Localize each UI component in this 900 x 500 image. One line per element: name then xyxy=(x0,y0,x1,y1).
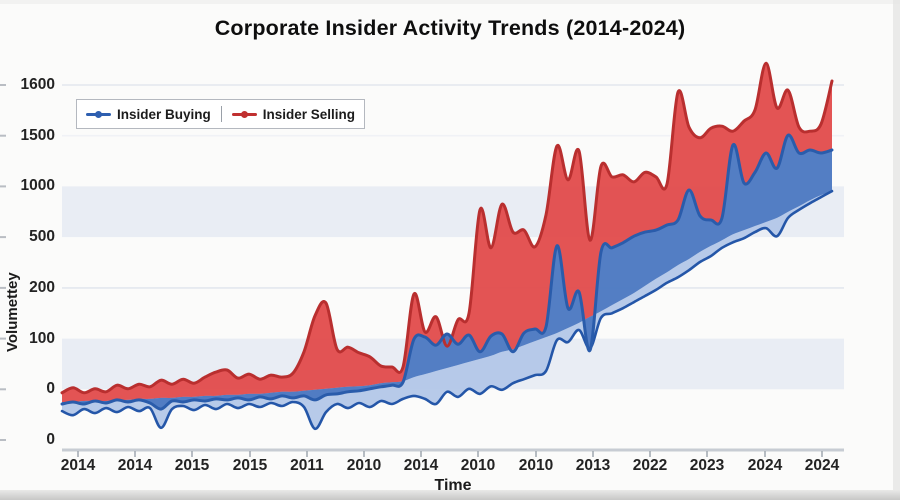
chart-title: Corporate Insider Activity Trends (2014-… xyxy=(214,16,686,40)
legend-item-insider-selling: Insider Selling xyxy=(231,106,356,122)
y-tick-label: 500 xyxy=(29,228,55,246)
photo-edge-top xyxy=(0,0,900,4)
y-tick-label: 1000 xyxy=(20,177,55,195)
legend-separator xyxy=(220,106,222,122)
y-tick-label: 1600 xyxy=(20,76,55,93)
buying-area-light xyxy=(62,191,832,429)
legend: Insider Buying Insider Selling xyxy=(76,99,366,129)
legend-item-insider-buying: Insider Buying xyxy=(86,107,211,122)
x-tick-label: 2014 xyxy=(403,457,439,474)
y-tick-label: 0 xyxy=(46,380,55,398)
x-tick-label: 2011 xyxy=(290,457,324,474)
legend-marker-icon xyxy=(231,110,257,118)
x-tick-label: 2015 xyxy=(174,457,210,474)
x-tick-label: 2014 xyxy=(60,457,96,474)
x-tick-label: 2010 xyxy=(460,457,496,474)
legend-marker-icon xyxy=(86,110,111,118)
legend-label: Insider Selling xyxy=(262,106,356,122)
y-tick-label: 1500 xyxy=(20,126,55,144)
y-tick-label: 0 xyxy=(46,430,55,448)
buying-area xyxy=(62,135,832,410)
photo-edge-bottom xyxy=(0,490,900,500)
selling-series-line xyxy=(60,61,834,395)
x-tick-label: 2014 xyxy=(117,457,153,474)
buying-lower-series-line xyxy=(60,189,834,431)
y-tick-label: 200 xyxy=(29,278,55,296)
x-tick-label: 2024 xyxy=(747,457,783,474)
x-tick-label: 2022 xyxy=(632,457,668,474)
x-axis-title: Time xyxy=(434,477,472,494)
x-tick-label: 2010 xyxy=(346,457,382,474)
x-tick-label: 2015 xyxy=(232,457,268,474)
buying-series-line xyxy=(60,133,834,411)
x-tick-label: 2010 xyxy=(518,457,554,474)
x-tick-label: 2013 xyxy=(575,457,611,474)
photo-edge-right xyxy=(893,0,900,500)
legend-label: Insider Buying xyxy=(117,106,211,122)
y-tick-label: 100 xyxy=(29,329,55,347)
x-tick-label: 2024 xyxy=(804,457,840,474)
x-tick-label: 2023 xyxy=(689,457,725,474)
